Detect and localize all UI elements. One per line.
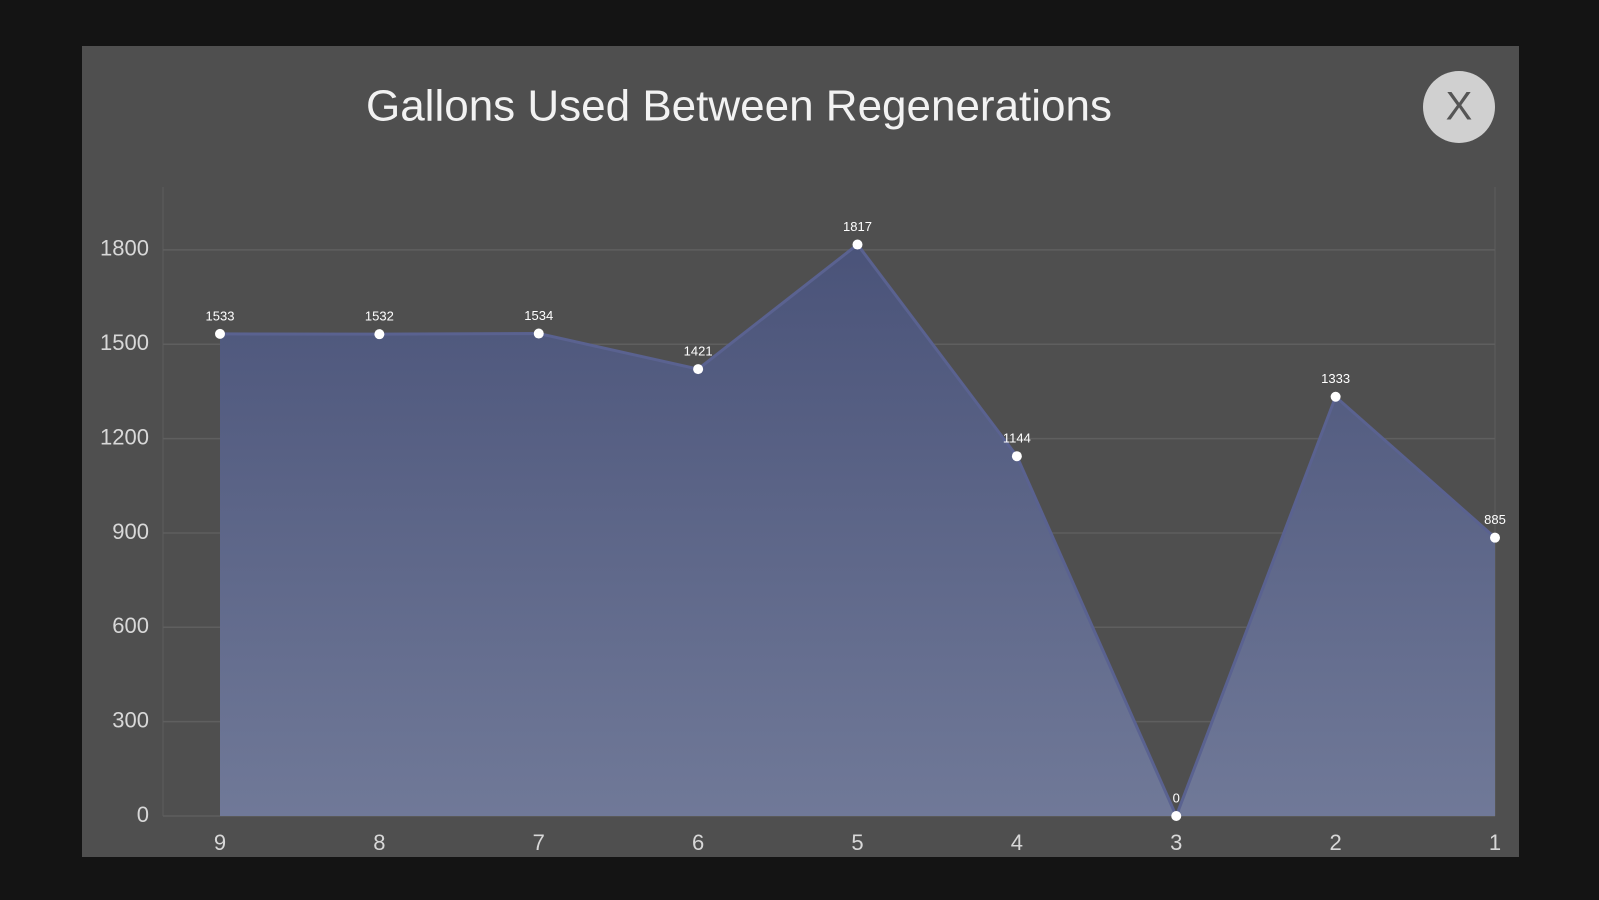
close-button-label[interactable]: X	[1446, 85, 1473, 129]
data-label: 1333	[1321, 371, 1350, 386]
close-button-circle[interactable]	[1423, 71, 1495, 143]
data-label: 1817	[843, 219, 872, 234]
x-tick-label: 1	[1489, 830, 1501, 855]
data-label: 885	[1484, 512, 1506, 527]
data-point	[1171, 811, 1182, 821]
y-tick-label: 1200	[100, 424, 149, 449]
data-label: 0	[1173, 790, 1180, 805]
y-tick-label: 300	[112, 707, 149, 732]
data-point	[1330, 391, 1341, 402]
data-label: 1534	[524, 308, 553, 323]
chart-title: Gallons Used Between Regenerations	[366, 82, 1112, 131]
data-point	[215, 328, 225, 339]
data-point	[1011, 451, 1022, 462]
area	[220, 244, 1495, 817]
data-point	[533, 328, 544, 339]
data-label: 1144	[1003, 431, 1031, 446]
data-label: 1533	[206, 308, 235, 323]
data-label: 1532	[365, 309, 394, 324]
y-tick-label: 900	[112, 519, 149, 544]
x-tick-label: 4	[1011, 830, 1023, 855]
data-point	[852, 239, 863, 250]
close-button[interactable]: X	[1423, 71, 1495, 143]
x-tick-label: 3	[1170, 830, 1182, 855]
data-point	[693, 364, 704, 375]
x-tick-label: 9	[214, 830, 226, 855]
x-tick-label: 6	[692, 830, 704, 855]
data-point	[374, 329, 385, 340]
x-tick-label: 2	[1330, 830, 1342, 855]
y-tick-label: 0	[137, 802, 149, 827]
y-tick-label: 1800	[100, 236, 149, 261]
x-tick-label: 8	[373, 830, 385, 855]
x-tick-label: 7	[533, 830, 545, 855]
y-tick-label: 1500	[100, 330, 149, 355]
data-label: 1421	[684, 344, 713, 359]
x-tick-label: 5	[851, 830, 863, 855]
y-tick-label: 600	[112, 613, 149, 638]
data-point	[1490, 532, 1500, 543]
